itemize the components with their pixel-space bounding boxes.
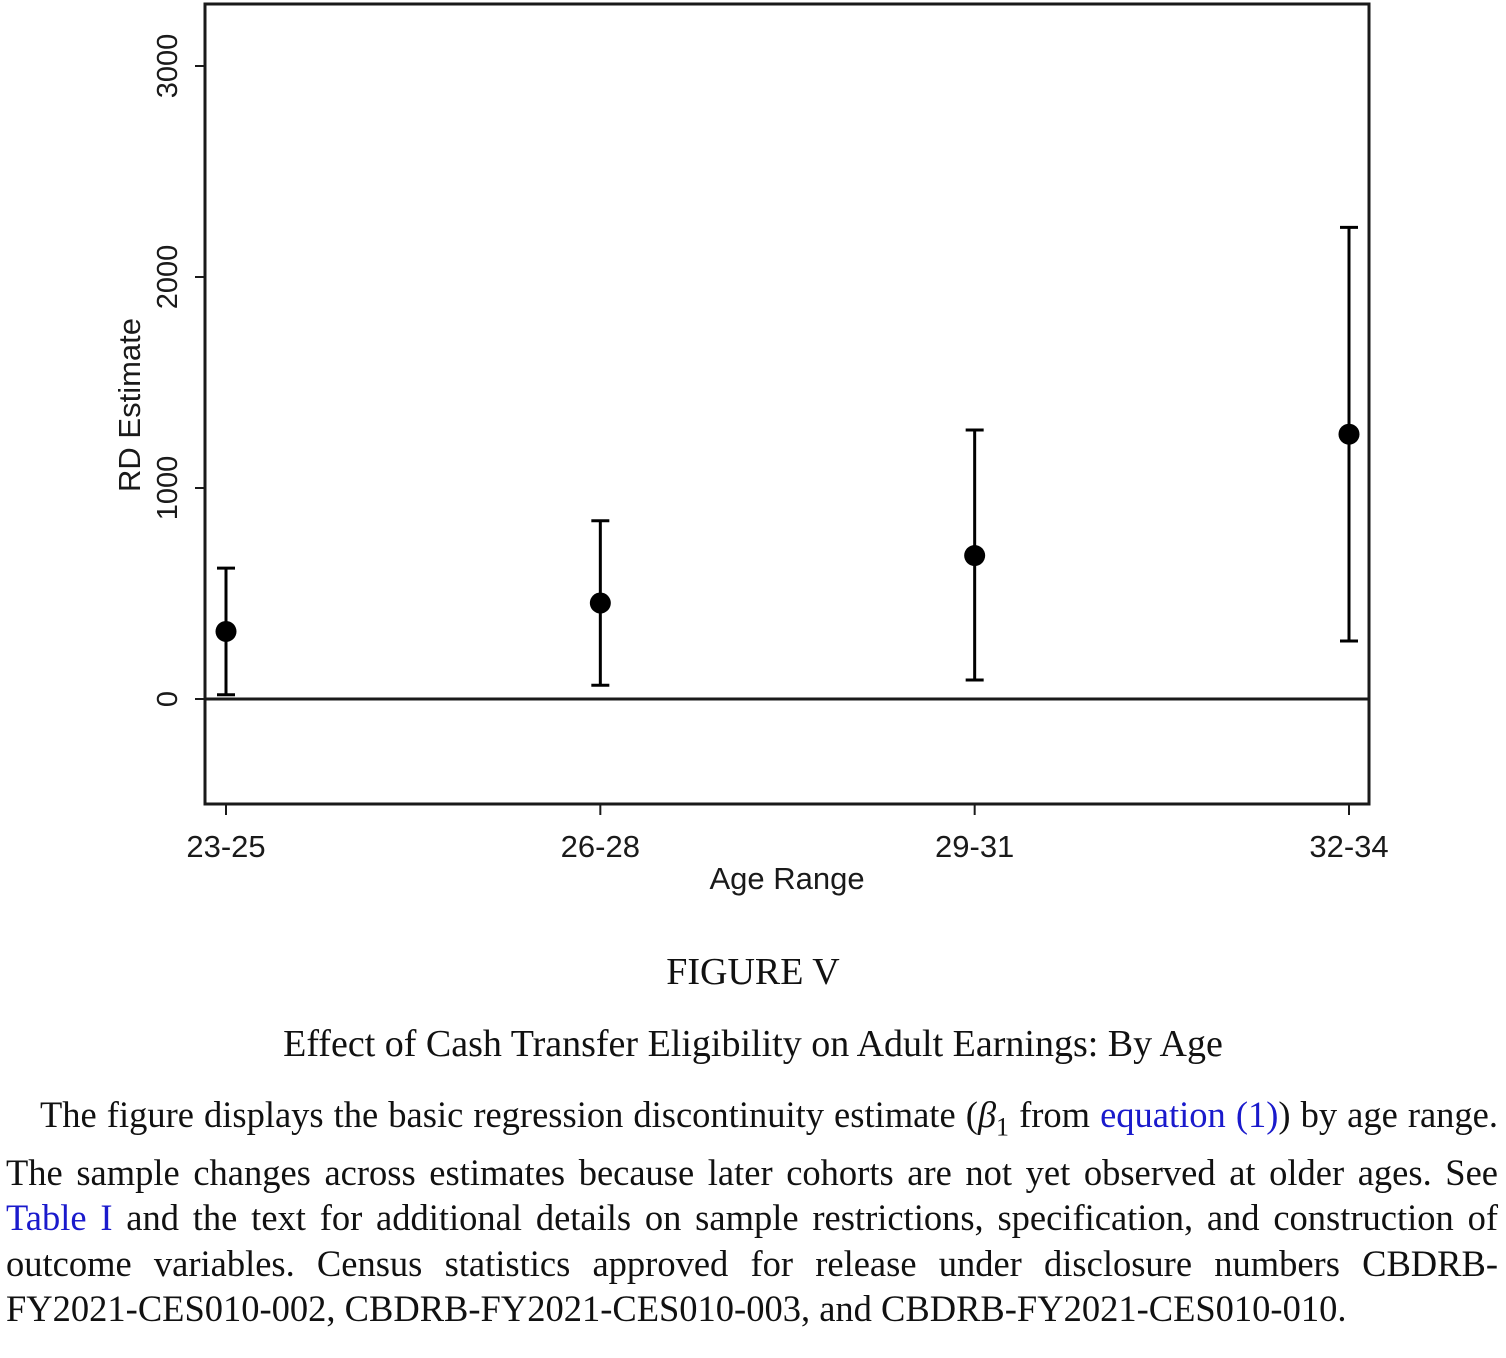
y-tick-label: 2000: [152, 245, 184, 310]
equation-link[interactable]: equation (1): [1100, 1094, 1279, 1135]
caption-beta: β: [977, 1094, 997, 1135]
caption-text-3: ) by age range. The sample changes acros…: [6, 1094, 1499, 1193]
y-tick-label: 3000: [152, 34, 184, 99]
x-axis: 23-25 26-28 29-31 32-34: [186, 804, 1389, 864]
estimate-23-25: [215, 566, 237, 697]
figure-label-first: F: [666, 951, 688, 993]
y-tick-label: 0: [152, 691, 184, 707]
x-tick-label: 23-25: [186, 829, 265, 864]
estimate-32-34: [1338, 225, 1360, 643]
x-tick-label: 26-28: [561, 829, 640, 864]
plot-frame: [203, 2, 1371, 806]
x-axis-label: Age Range: [709, 861, 864, 896]
rd-estimate-chart: 0 1000 2000 3000 23-25 26-28 29-31 32-34 RD Es…: [112, 2, 1389, 896]
point-estimate: [1338, 423, 1360, 445]
caption-text-1: The figure displays the basic regression…: [40, 1094, 978, 1135]
point-estimate: [589, 592, 611, 614]
figure-title: Effect of Cash Transfer Eligibility on A…: [283, 1023, 1223, 1065]
y-tick-label: 1000: [152, 456, 184, 521]
data-marks: [215, 225, 1360, 697]
estimate-29-31: [964, 428, 986, 682]
figure-number: V: [803, 951, 840, 993]
table-link[interactable]: Table I: [6, 1197, 113, 1239]
caption-text-2: from: [1009, 1094, 1101, 1135]
figure-caption: The figure displays the basic regression…: [6, 1092, 1498, 1332]
point-estimate: [964, 545, 986, 567]
caption-beta-subscript: 1: [996, 1112, 1010, 1142]
x-tick-label: 32-34: [1309, 829, 1388, 864]
y-axis-label: RD Estimate: [112, 318, 147, 492]
caption-text-4: and the text for additional details on s…: [6, 1197, 1498, 1330]
point-estimate: [215, 620, 237, 642]
figure-label: FIGURE V: [0, 950, 1506, 994]
estimate-26-28: [589, 519, 611, 687]
y-axis: 0 1000 2000 3000: [152, 34, 205, 707]
x-tick-label: 29-31: [935, 829, 1014, 864]
figure-label-rest: IGURE: [687, 951, 804, 993]
